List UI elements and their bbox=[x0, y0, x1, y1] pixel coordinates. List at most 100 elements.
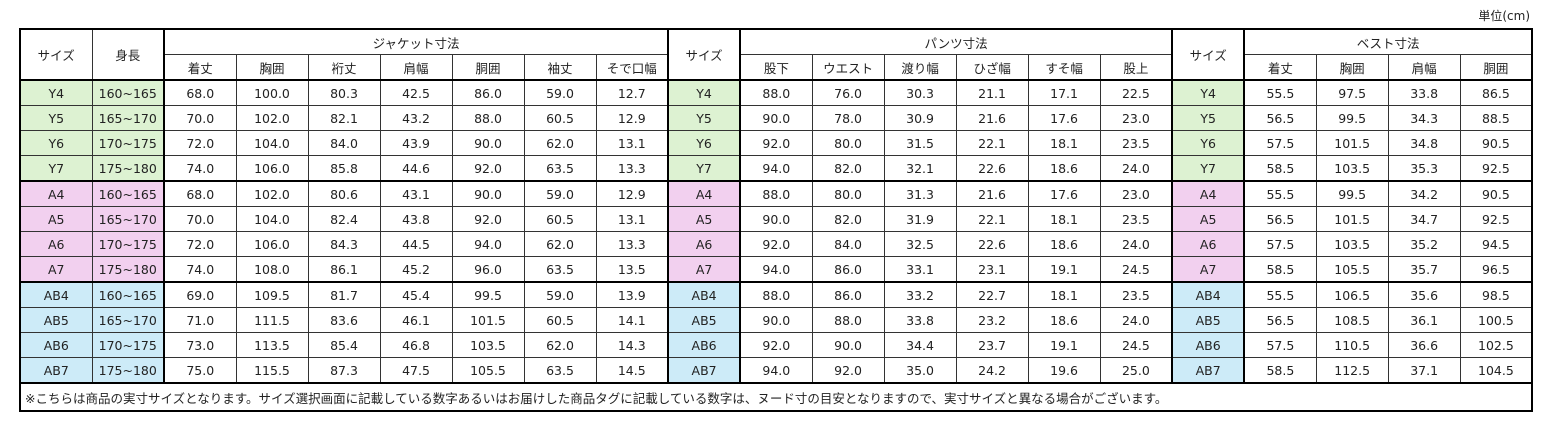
unit-label: 単位(cm) bbox=[1478, 9, 1530, 23]
size-cell-pants: Y4 bbox=[667, 79, 741, 106]
vest-value: 104.5 bbox=[1459, 357, 1533, 384]
header-pants-col: 股上 bbox=[1099, 54, 1173, 81]
size-cell: A4 bbox=[19, 180, 93, 207]
jacket-value: 75.0 bbox=[163, 357, 237, 384]
jacket-value: 13.9 bbox=[595, 281, 669, 308]
pants-value: 92.0 bbox=[739, 332, 813, 358]
height-cell: 160~165 bbox=[91, 180, 165, 207]
size-cell-pants: Y6 bbox=[667, 130, 741, 156]
pants-value: 25.0 bbox=[1099, 357, 1173, 384]
pants-value: 24.0 bbox=[1099, 307, 1173, 333]
footnote-row: ※こちらは商品の実寸サイズとなります。サイズ選択画面に記載している数字あるいはお… bbox=[19, 382, 1533, 412]
table-row: Y7 175~180 74.0 106.0 85.8 44.6 92.0 63.5 13.3 Y7… bbox=[19, 155, 1533, 182]
vest-value: 105.5 bbox=[1315, 256, 1389, 283]
pants-value: 86.0 bbox=[811, 256, 885, 283]
jacket-value: 70.0 bbox=[163, 206, 237, 232]
size-cell: Y4 bbox=[19, 79, 93, 106]
size-cell: AB7 bbox=[19, 357, 93, 384]
header-size: サイズ bbox=[19, 28, 93, 81]
pants-value: 90.0 bbox=[811, 332, 885, 358]
jacket-value: 82.4 bbox=[307, 206, 381, 232]
vest-value: 106.5 bbox=[1315, 281, 1389, 308]
size-cell-pants: Y7 bbox=[667, 155, 741, 182]
header-size-pants: サイズ bbox=[667, 28, 741, 81]
pants-value: 90.0 bbox=[739, 206, 813, 232]
vest-value: 34.7 bbox=[1387, 206, 1461, 232]
jacket-value: 73.0 bbox=[163, 332, 237, 358]
pants-value: 33.2 bbox=[883, 281, 957, 308]
vest-value: 101.5 bbox=[1315, 130, 1389, 156]
pants-value: 88.0 bbox=[739, 281, 813, 308]
jacket-value: 80.3 bbox=[307, 79, 381, 106]
pants-value: 24.0 bbox=[1099, 231, 1173, 257]
vest-value: 36.1 bbox=[1387, 307, 1461, 333]
size-cell: AB6 bbox=[19, 332, 93, 358]
pants-value: 18.1 bbox=[1027, 206, 1101, 232]
jacket-value: 12.9 bbox=[595, 180, 669, 207]
jacket-value: 86.1 bbox=[307, 256, 381, 283]
header-vest-col: 胸囲 bbox=[1315, 54, 1389, 81]
jacket-value: 59.0 bbox=[523, 79, 597, 106]
pants-value: 94.0 bbox=[739, 155, 813, 182]
height-cell: 160~165 bbox=[91, 79, 165, 106]
pants-value: 23.5 bbox=[1099, 281, 1173, 308]
header-pants-col: ひざ幅 bbox=[955, 54, 1029, 81]
jacket-value: 45.2 bbox=[379, 256, 453, 283]
vest-value: 35.2 bbox=[1387, 231, 1461, 257]
pants-value: 24.2 bbox=[955, 357, 1029, 384]
vest-value: 103.5 bbox=[1315, 155, 1389, 182]
size-cell-pants: AB4 bbox=[667, 281, 741, 308]
jacket-value: 101.5 bbox=[451, 307, 525, 333]
pants-value: 18.6 bbox=[1027, 155, 1101, 182]
pants-value: 94.0 bbox=[739, 357, 813, 384]
jacket-value: 13.5 bbox=[595, 256, 669, 283]
pants-value: 19.1 bbox=[1027, 332, 1101, 358]
jacket-value: 13.1 bbox=[595, 206, 669, 232]
pants-value: 17.6 bbox=[1027, 180, 1101, 207]
pants-value: 21.6 bbox=[955, 180, 1029, 207]
pants-value: 19.6 bbox=[1027, 357, 1101, 384]
header-row-1: サイズ 身長 ジャケット寸法 サイズ パンツ寸法 サイズ ベスト寸法 bbox=[19, 28, 1533, 81]
pants-value: 22.6 bbox=[955, 231, 1029, 257]
jacket-value: 106.0 bbox=[235, 155, 309, 182]
jacket-value: 90.0 bbox=[451, 130, 525, 156]
jacket-value: 85.8 bbox=[307, 155, 381, 182]
vest-value: 110.5 bbox=[1315, 332, 1389, 358]
header-row-2: 着丈 胸囲 裄丈 肩幅 胴囲 袖丈 そで口幅 股下 ウエスト 渡り幅 ひざ幅 すそ幅 股上 着丈 胸囲 肩幅胴… bbox=[20, 54, 1533, 81]
size-cell-vest: Y7 bbox=[1171, 155, 1245, 182]
jacket-value: 63.5 bbox=[523, 256, 597, 283]
pants-value: 30.9 bbox=[883, 105, 957, 131]
vest-value: 55.5 bbox=[1243, 79, 1317, 106]
vest-value: 34.3 bbox=[1387, 105, 1461, 131]
vest-value: 97.5 bbox=[1315, 79, 1389, 106]
jacket-value: 44.5 bbox=[379, 231, 453, 257]
pants-value: 88.0 bbox=[739, 79, 813, 106]
jacket-value: 88.0 bbox=[451, 105, 525, 131]
vest-value: 58.5 bbox=[1243, 357, 1317, 384]
jacket-value: 44.6 bbox=[379, 155, 453, 182]
vest-value: 35.3 bbox=[1387, 155, 1461, 182]
vest-value: 100.5 bbox=[1459, 307, 1533, 333]
jacket-value: 94.0 bbox=[451, 231, 525, 257]
size-cell-pants: A4 bbox=[667, 180, 741, 207]
jacket-value: 105.5 bbox=[451, 357, 525, 384]
size-cell: A5 bbox=[19, 206, 93, 232]
footnote: ※こちらは商品の実寸サイズとなります。サイズ選択画面に記載している数字あるいはお… bbox=[19, 382, 1533, 412]
pants-value: 92.0 bbox=[739, 231, 813, 257]
size-cell-pants: A7 bbox=[667, 256, 741, 283]
pants-value: 23.0 bbox=[1099, 105, 1173, 131]
pants-value: 18.1 bbox=[1027, 281, 1101, 308]
jacket-value: 99.5 bbox=[451, 281, 525, 308]
jacket-value: 104.0 bbox=[235, 206, 309, 232]
table-row: Y4 160~165 68.0 100.0 80.3 42.5 86.0 59.0 12.7 Y4… bbox=[19, 79, 1533, 106]
jacket-value: 59.0 bbox=[523, 180, 597, 207]
pants-value: 32.5 bbox=[883, 231, 957, 257]
jacket-value: 102.0 bbox=[235, 105, 309, 131]
height-cell: 175~180 bbox=[91, 357, 165, 384]
jacket-value: 74.0 bbox=[163, 256, 237, 283]
table-row: AB5 165~170 71.0 111.5 83.6 46.1 101.5 60.5 14.1… bbox=[19, 307, 1533, 333]
table-row: Y5 165~170 70.0 102.0 82.1 43.2 88.0 60.5 12.9 Y5… bbox=[19, 105, 1533, 131]
size-chart-table: サイズ 身長 ジャケット寸法 サイズ パンツ寸法 サイズ ベスト寸法 着丈 胸囲裄… bbox=[19, 28, 1534, 412]
jacket-value: 42.5 bbox=[379, 79, 453, 106]
header-jacket-col: 肩幅 bbox=[379, 54, 453, 81]
